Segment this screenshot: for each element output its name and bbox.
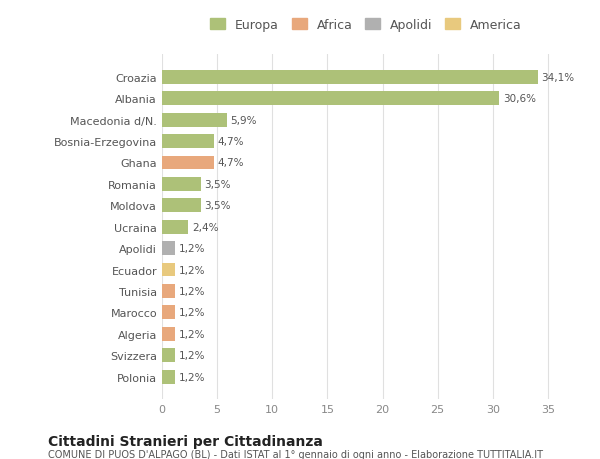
Text: 2,4%: 2,4% (192, 222, 218, 232)
Text: 4,7%: 4,7% (217, 137, 244, 147)
Text: 4,7%: 4,7% (217, 158, 244, 168)
Text: COMUNE DI PUOS D'ALPAGO (BL) - Dati ISTAT al 1° gennaio di ogni anno - Elaborazi: COMUNE DI PUOS D'ALPAGO (BL) - Dati ISTA… (48, 449, 543, 459)
Bar (162, 156, 214, 170)
Bar (162, 263, 175, 277)
Bar (162, 135, 214, 149)
Bar (162, 178, 200, 191)
Bar (162, 370, 175, 384)
Text: 34,1%: 34,1% (541, 73, 574, 83)
Bar (162, 348, 175, 362)
Bar (162, 284, 175, 298)
Text: 3,5%: 3,5% (204, 179, 230, 190)
Text: 1,2%: 1,2% (179, 244, 205, 253)
Bar (162, 306, 175, 319)
Bar (162, 241, 175, 256)
Bar (162, 199, 200, 213)
Text: 30,6%: 30,6% (503, 94, 536, 104)
Text: 5,9%: 5,9% (230, 115, 257, 125)
Bar (162, 92, 499, 106)
Legend: Europa, Africa, Apolidi, America: Europa, Africa, Apolidi, America (208, 17, 524, 34)
Text: 1,2%: 1,2% (179, 350, 205, 360)
Bar (162, 113, 227, 127)
Text: 3,5%: 3,5% (204, 201, 230, 211)
Bar (162, 327, 175, 341)
Text: 1,2%: 1,2% (179, 372, 205, 382)
Text: 1,2%: 1,2% (179, 329, 205, 339)
Text: 1,2%: 1,2% (179, 286, 205, 296)
Text: 1,2%: 1,2% (179, 308, 205, 318)
Text: Cittadini Stranieri per Cittadinanza: Cittadini Stranieri per Cittadinanza (48, 434, 323, 448)
Text: 1,2%: 1,2% (179, 265, 205, 275)
Bar (162, 220, 188, 234)
Bar (162, 71, 538, 84)
